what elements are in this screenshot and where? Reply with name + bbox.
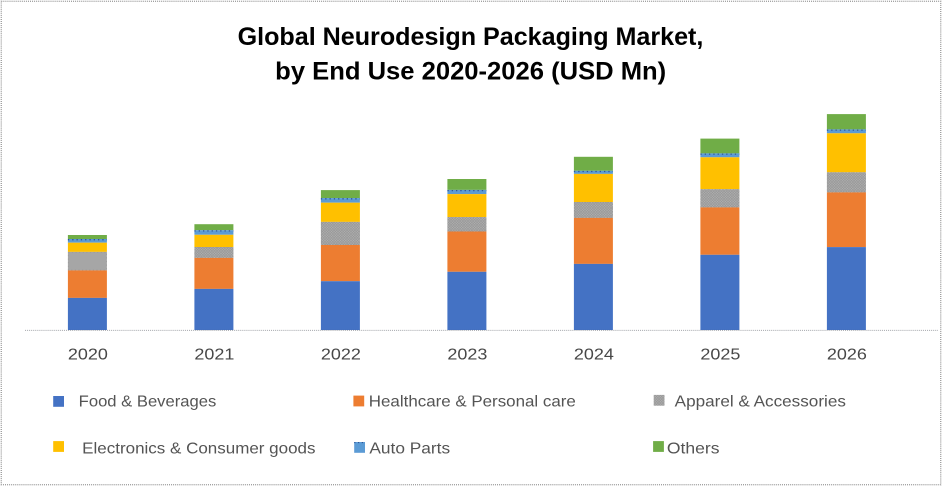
svg-text:2022: 2022	[321, 347, 361, 364]
svg-text:Apparel & Accessories: Apparel & Accessories	[675, 394, 846, 411]
svg-text:2024: 2024	[574, 347, 614, 364]
svg-text:2021: 2021	[194, 347, 234, 364]
svg-text:by End Use 2020-2026 (USD Mn): by End Use 2020-2026 (USD Mn)	[275, 57, 666, 85]
svg-text:Others: Others	[667, 441, 720, 458]
svg-text:2026: 2026	[827, 347, 867, 364]
svg-text:2020: 2020	[68, 347, 108, 364]
svg-text:Electronics & Consumer goods: Electronics & Consumer goods	[82, 441, 315, 458]
svg-text:2023: 2023	[447, 347, 487, 364]
svg-text:Food & Beverages: Food & Beverages	[79, 394, 217, 411]
svg-text:Healthcare & Personal care: Healthcare & Personal care	[369, 394, 576, 411]
svg-text:2025: 2025	[700, 347, 740, 364]
svg-text:Auto Parts: Auto Parts	[369, 441, 450, 458]
svg-text:Global Neurodesign Packaging M: Global Neurodesign Packaging Market,	[238, 23, 704, 51]
